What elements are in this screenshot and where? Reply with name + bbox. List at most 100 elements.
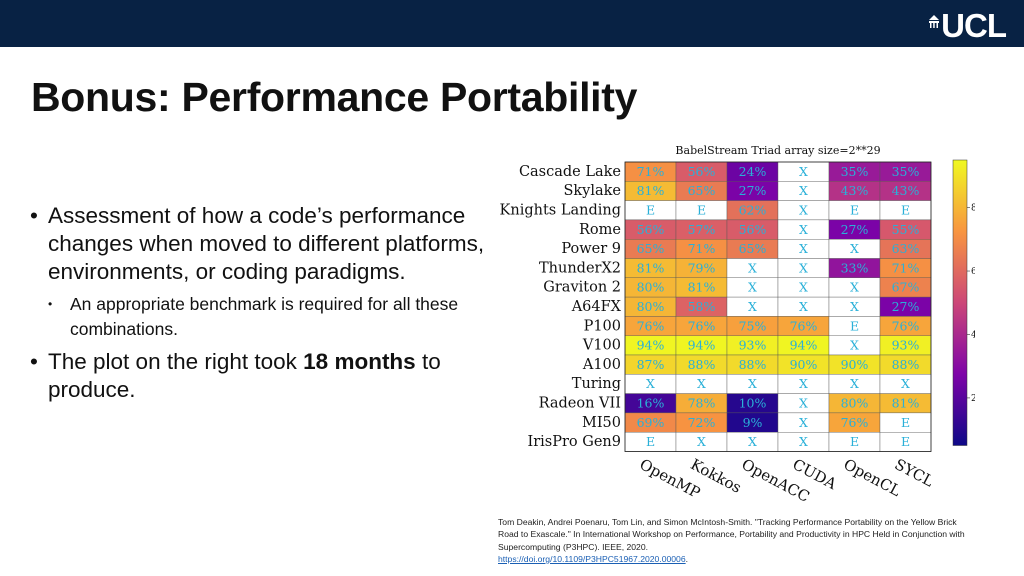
cell-label: X	[850, 299, 859, 314]
cell-label: X	[850, 338, 859, 353]
bold-highlight: 18 months	[303, 349, 416, 374]
cell-label: 16%	[637, 395, 665, 410]
row-label: Power 9	[561, 241, 621, 257]
cell-label: X	[799, 202, 808, 217]
cell-label: 93%	[892, 338, 920, 353]
cell-label: 88%	[739, 357, 767, 372]
cell-label: 87%	[637, 357, 665, 372]
row-label: Radeon VII	[539, 395, 621, 411]
cell-label: 33%	[841, 260, 869, 275]
slide-title: Bonus: Performance Portability	[31, 74, 638, 120]
cell-label: E	[697, 202, 706, 217]
row-label: IrisPro Gen9	[528, 434, 622, 450]
cell-label: X	[799, 241, 808, 256]
cell-label: 27%	[739, 183, 767, 198]
citation: Tom Deakin, Andrei Poenaru, Tom Lin, and…	[498, 517, 965, 564]
heatmap-frame	[624, 161, 932, 452]
cell-label: E	[901, 434, 910, 449]
cell-label: 43%	[892, 183, 920, 198]
row-label: A64FX	[571, 299, 622, 315]
cell-label: 81%	[637, 260, 665, 275]
cell-label: 88%	[688, 357, 716, 372]
row-label: Knights Landing	[500, 202, 621, 218]
cell-label: 67%	[892, 280, 920, 295]
cell-label: 63%	[892, 241, 920, 256]
cell-label: 24%	[739, 164, 767, 179]
cell-label: 93%	[739, 338, 767, 353]
cell-label: 9%	[743, 415, 763, 430]
cell-label: 62%	[739, 202, 767, 217]
colorbar-tick-label: 60	[971, 267, 975, 277]
cell-label: X	[799, 280, 808, 295]
cell-label: 27%	[841, 222, 869, 237]
cell-label: 80%	[637, 299, 665, 314]
cell-label: X	[850, 280, 859, 295]
top-banner: UCL	[0, 0, 1024, 47]
cell-label: 65%	[688, 183, 716, 198]
bullet-dot: •	[30, 203, 38, 228]
row-label: Cascade Lake	[519, 164, 621, 180]
cell-label: 71%	[688, 241, 716, 256]
bullet-item: • The plot on the right took 18 months t…	[30, 348, 490, 404]
cell-label: X	[748, 299, 757, 314]
colorbar-tick-label: 20	[971, 394, 975, 404]
cell-label: 56%	[739, 222, 767, 237]
row-label: P100	[584, 318, 621, 334]
row-label: Turing	[572, 376, 621, 392]
cell-label: 94%	[637, 338, 665, 353]
citation-text: Tom Deakin, Andrei Poenaru, Tom Lin, and…	[498, 517, 965, 552]
cell-label: 71%	[892, 260, 920, 275]
cell-label: 10%	[739, 395, 767, 410]
heatmap-figure: BabelStream Triad array size=2**29 Cascad…	[495, 140, 983, 510]
cell-label: E	[850, 202, 859, 217]
colorbar-tick-label: 80	[971, 204, 975, 214]
cell-label: X	[748, 280, 757, 295]
chart-title: BabelStream Triad array size=2**29	[675, 144, 880, 157]
bullet-item: • Assessment of how a code’s performance…	[30, 202, 490, 286]
cell-label: 94%	[688, 338, 716, 353]
cell-label: 35%	[892, 164, 920, 179]
cell-label: 76%	[637, 318, 665, 333]
row-label: A100	[582, 357, 621, 373]
cell-label: X	[799, 164, 808, 179]
row-label: Graviton 2	[543, 280, 621, 296]
cell-label: 81%	[637, 183, 665, 198]
cell-label: E	[901, 415, 910, 430]
cell-label: X	[697, 434, 706, 449]
column-label: OpenCL	[841, 455, 904, 500]
cell-label: X	[697, 376, 706, 391]
cell-label: X	[799, 434, 808, 449]
cell-label: 80%	[841, 395, 869, 410]
colorbar-tick-label: 40	[971, 330, 975, 340]
sub-bullet-item: • An appropriate benchmark is required f…	[48, 292, 490, 342]
cell-label: 35%	[841, 164, 869, 179]
cell-label: X	[748, 376, 757, 391]
cell-label: X	[799, 222, 808, 237]
sub-bullet-text: An appropriate benchmark is required for…	[70, 294, 459, 339]
cell-label: E	[901, 202, 910, 217]
cell-label: X	[799, 183, 808, 198]
cell-label: X	[748, 434, 757, 449]
cell-label: 81%	[688, 280, 716, 295]
cell-label: 56%	[688, 164, 716, 179]
cell-label: E	[646, 434, 655, 449]
cell-label: 90%	[841, 357, 869, 372]
ucl-logo: UCL	[929, 9, 1007, 42]
bullet-dot: •	[30, 349, 38, 374]
bullet-dot: •	[48, 297, 53, 311]
cell-label: X	[799, 415, 808, 430]
heatmap-chart: BabelStream Triad array size=2**29 Cascad…	[500, 144, 983, 506]
doi-link[interactable]: https://doi.org/10.1109/P3HPC51967.2020.…	[498, 553, 686, 564]
cell-label: 58%	[688, 299, 716, 314]
cell-label: X	[901, 376, 910, 391]
cell-label: X	[799, 299, 808, 314]
cell-label: 88%	[892, 357, 920, 372]
cell-label: E	[850, 434, 859, 449]
cell-label: 78%	[688, 395, 716, 410]
cell-label: X	[799, 260, 808, 275]
cell-label: 43%	[841, 183, 869, 198]
cell-label: X	[799, 395, 808, 410]
bullet-text: The plot on the right took 18 months to …	[48, 349, 441, 402]
bullet-list: • Assessment of how a code’s performance…	[30, 202, 490, 404]
cell-label: 76%	[841, 415, 869, 430]
